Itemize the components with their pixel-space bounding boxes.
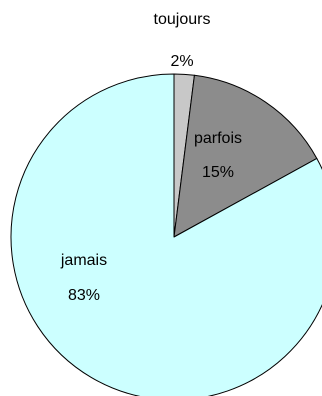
- pie-slices: [10, 73, 322, 396]
- pie-slice-jamais: [10, 73, 322, 396]
- pie-slice-parfois: [173, 74, 318, 238]
- slice-percent-jamais: 83%: [68, 287, 100, 304]
- slice-percent-parfois: 15%: [202, 164, 234, 181]
- slice-label-toujours: toujours: [154, 11, 211, 28]
- slice-label-parfois: parfois: [194, 130, 242, 147]
- slice-label-jamais: jamais: [60, 252, 107, 269]
- slice-percent-toujours: 2%: [170, 53, 193, 70]
